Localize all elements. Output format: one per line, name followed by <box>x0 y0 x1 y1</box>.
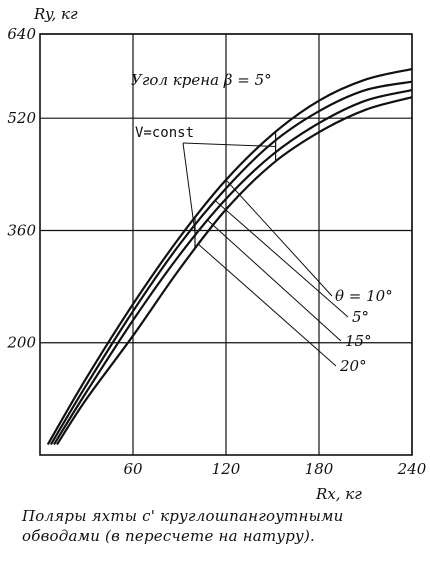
y-tick-labels: 200 360 520 640 <box>6 25 36 352</box>
polar-curves <box>46 68 413 446</box>
series-line-1 <box>49 80 413 446</box>
y-axis-label: Ry, кг <box>33 5 78 23</box>
y-tick-label-0: 200 <box>6 334 36 352</box>
leader-line-0 <box>225 179 333 297</box>
y-tick-label-2: 520 <box>7 109 36 127</box>
v-const-leader-left <box>182 142 196 233</box>
x-tick-label-0: 60 <box>123 460 143 478</box>
x-axis-label: Rx, кг <box>315 485 362 503</box>
polar-chart: 200 360 520 640 60 120 180 240 Ry, кг Rx, кг У… <box>6 5 426 503</box>
grid-lines <box>40 33 413 455</box>
plot-frame <box>39 33 413 456</box>
x-tick-label-3: 240 <box>397 460 427 478</box>
x-tick-labels: 60 120 180 240 <box>123 460 426 478</box>
v-const-annotation: V=const <box>135 125 194 141</box>
series-line-2 <box>53 89 413 446</box>
series-line-0 <box>46 68 413 446</box>
leader-line-2 <box>207 219 342 342</box>
series-label-3: 20° <box>339 357 367 375</box>
series-label-2: 15° <box>345 332 372 350</box>
x-tick-label-2: 180 <box>305 460 334 478</box>
x-tick-label-1: 120 <box>212 460 241 478</box>
series-line-3 <box>56 96 413 446</box>
v-const-leader-right <box>182 142 276 147</box>
figure-caption: Поляры яхты с' круглошпангоутными обвода… <box>22 507 344 545</box>
y-tick-label-1: 360 <box>7 221 36 239</box>
leader-lines <box>182 131 349 367</box>
y-tick-label-3: 640 <box>7 25 36 43</box>
series-label-1: 5° <box>352 308 369 326</box>
series-labels: θ = 10° 5° 15° 20° <box>335 287 393 375</box>
chart-title: Угол крена β = 5° <box>131 71 272 89</box>
leader-line-1 <box>214 200 349 318</box>
leader-line-3 <box>197 243 337 367</box>
series-label-0: θ = 10° <box>335 287 393 305</box>
